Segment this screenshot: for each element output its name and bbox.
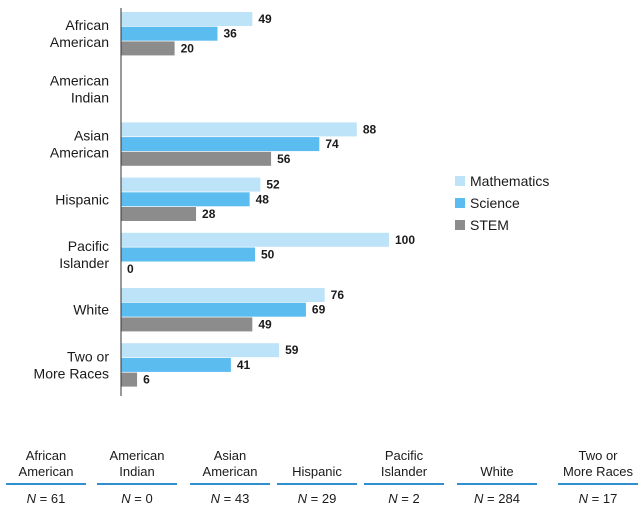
value-label-science-pacific-islander: 50 <box>261 248 275 262</box>
table-column-two-or-more-races: Two or More Races N = 17 <box>558 440 638 506</box>
legend-label-stem: STEM <box>470 217 509 233</box>
table-column-white: White N = 284 <box>457 440 537 506</box>
value-label-science-two-or-more-races: 41 <box>237 358 251 372</box>
legend-item-mathematics: Mathematics <box>455 170 549 192</box>
table-header-asian-american: Asian American <box>202 448 258 479</box>
bar-stem-asian-american <box>121 151 272 166</box>
table-n-value-american-indian: N = 0 <box>121 491 153 506</box>
table-column-african-american: African American N = 61 <box>6 440 86 506</box>
legend-swatch-mathematics <box>455 176 465 186</box>
legend: Mathematics Science STEM <box>455 170 549 236</box>
table-divider <box>97 483 177 485</box>
table-n-value-pacific-islander: N = 2 <box>388 491 420 506</box>
value-label-stem-asian-american: 56 <box>277 152 291 166</box>
bar-science-white <box>121 302 306 317</box>
table-n-value-two-or-more-races: N = 17 <box>578 491 618 506</box>
bar-stem-african-american <box>121 41 175 56</box>
category-label-pacific-islander: Pacific Islander <box>59 238 109 271</box>
value-label-mathematics-two-or-more-races: 59 <box>285 343 299 357</box>
table-divider <box>6 483 86 485</box>
bar-science-african-american <box>121 26 218 41</box>
table-n-value-african-american: N = 61 <box>26 491 66 506</box>
category-label-asian-american: Asian American <box>50 128 109 161</box>
value-label-stem-white: 49 <box>258 317 272 331</box>
legend-item-science: Science <box>455 192 549 214</box>
table-divider <box>190 483 270 485</box>
value-label-science-asian-american: 74 <box>325 137 339 151</box>
value-label-stem-two-or-more-races: 6 <box>143 373 150 387</box>
table-divider <box>277 483 357 485</box>
bar-science-hispanic <box>121 192 250 207</box>
bar-mathematics-asian-american <box>121 122 357 137</box>
category-label-hispanic: Hispanic <box>55 191 109 207</box>
legend-label-science: Science <box>470 195 520 211</box>
value-label-science-hispanic: 48 <box>256 192 270 206</box>
table-divider <box>364 483 444 485</box>
table-header-white: White <box>480 464 514 479</box>
table-column-asian-american: Asian American N = 43 <box>190 440 270 506</box>
bar-stem-hispanic <box>121 207 197 221</box>
table-header-two-or-more-races: Two or More Races <box>562 448 634 479</box>
legend-swatch-science <box>455 198 465 208</box>
category-label-american-indian: American Indian <box>50 72 109 105</box>
table-divider <box>558 483 638 485</box>
legend-label-mathematics: Mathematics <box>470 173 550 189</box>
value-label-mathematics-white: 76 <box>331 288 345 302</box>
bar-stem-white <box>121 317 253 332</box>
legend-swatch-stem <box>455 220 465 230</box>
sample-size-table: African American N = 61 American Indian N = 0… <box>6 440 638 506</box>
table-header-hispanic: Hispanic <box>292 464 342 479</box>
value-label-mathematics-asian-american: 88 <box>363 122 377 136</box>
table-header-american-indian: American Indian <box>109 448 165 479</box>
legend-item-stem: STEM <box>455 214 549 236</box>
bar-science-two-or-more-races <box>121 357 231 372</box>
bar-mathematics-two-or-more-races <box>121 343 280 358</box>
table-n-value-white: N = 284 <box>474 491 520 506</box>
table-column-hispanic: Hispanic N = 29 <box>277 440 357 506</box>
table-column-pacific-islander: Pacific Islander N = 2 <box>364 440 444 506</box>
table-divider <box>457 483 537 485</box>
bar-mathematics-white <box>121 288 325 302</box>
table-header-african-american: African American <box>18 448 74 479</box>
value-label-science-white: 69 <box>312 303 326 317</box>
category-label-white: White <box>73 302 109 318</box>
value-label-mathematics-pacific-islander: 100 <box>395 233 415 247</box>
bar-mathematics-hispanic <box>121 177 261 192</box>
bar-mathematics-pacific-islander <box>121 232 389 247</box>
bar-stem-two-or-more-races <box>121 372 138 387</box>
value-label-stem-hispanic: 28 <box>202 207 216 221</box>
table-n-value-hispanic: N = 29 <box>297 491 337 506</box>
table-header-pacific-islander: Pacific Islander <box>380 448 428 479</box>
value-label-mathematics-african-american: 49 <box>258 12 272 26</box>
bar-mathematics-african-american <box>121 12 253 26</box>
bar-science-pacific-islander <box>121 247 255 262</box>
bar-chart: African American 49 36 20 American Indian Asian… <box>34 8 415 396</box>
value-label-science-african-american: 36 <box>223 27 237 41</box>
category-label-two-or-more-races: Two or More Races <box>34 348 110 381</box>
value-label-stem-african-american: 20 <box>181 41 195 55</box>
value-label-mathematics-hispanic: 52 <box>266 178 280 192</box>
bar-science-asian-american <box>121 137 320 152</box>
table-column-american-indian: American Indian N = 0 <box>97 440 177 506</box>
category-label-african-american: African American <box>50 17 109 50</box>
table-n-value-asian-american: N = 43 <box>210 491 250 506</box>
value-label-stem-pacific-islander: 0 <box>127 262 134 276</box>
